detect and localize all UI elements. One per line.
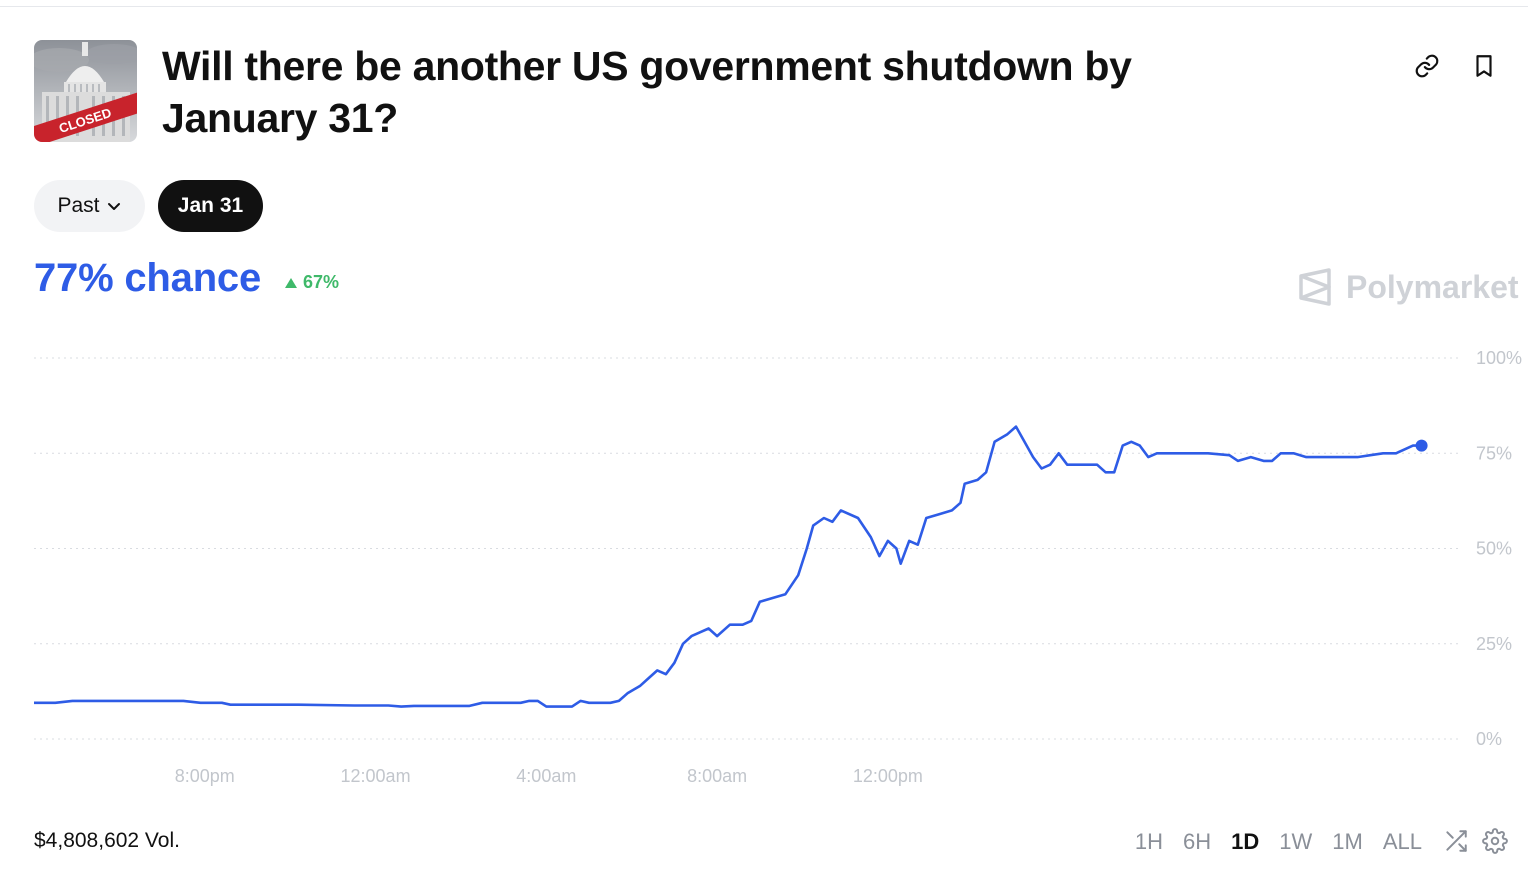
range-1d[interactable]: 1D [1231,829,1260,854]
polymarket-watermark: Polymarket [1298,268,1519,306]
past-label: Past [57,194,100,217]
brand-name: Polymarket [1346,268,1519,305]
range-all[interactable]: ALL [1382,829,1422,854]
y-tick-label: 25% [1476,634,1512,654]
y-tick-label: 100% [1476,348,1522,368]
polymarket-logo-icon [1299,268,1331,306]
gear-icon [1482,828,1508,854]
y-tick-label: 0% [1476,729,1502,749]
copy-link-button[interactable] [1409,48,1445,84]
shuffle-icon [1446,830,1467,852]
series-line [34,425,1422,708]
volume-label: $4,808,602 Vol. [34,829,180,852]
x-tick-label: 12:00am [341,766,411,786]
chevron-down-icon [107,203,120,210]
x-tick-label: 4:00am [516,766,576,786]
range-1w[interactable]: 1W [1279,829,1313,854]
triangle-up-icon [285,277,297,288]
time-range-selector: 1H 6H 1D 1W 1M ALL [1135,829,1422,855]
range-1m[interactable]: 1M [1332,829,1363,854]
range-1h[interactable]: 1H [1134,829,1164,854]
bookmark-button[interactable] [1466,48,1502,84]
change-value: 67% [303,272,340,292]
date-tab-jan-31[interactable]: Jan 31 [158,180,263,232]
settings-button[interactable] [1480,826,1510,856]
y-tick-label: 75% [1476,443,1512,463]
y-tick-label: 50% [1476,539,1512,559]
x-tick-label: 12:00pm [853,766,923,786]
price-chart: 100% 75% 50% 25% 0% 8:00pm 12:00am 4:00am 8:00a… [34,348,1522,786]
change-badge: 67% [284,272,339,293]
date-tab-label: Jan 31 [177,194,244,217]
x-tick-label: 8:00am [687,766,747,786]
bookmark-icon [1476,55,1492,77]
current-value-dot [1415,439,1428,452]
range-6h[interactable]: 6H [1183,829,1212,854]
shuffle-button[interactable] [1441,826,1471,856]
top-divider [0,6,1528,7]
market-title: Will there be another US government shut… [162,43,1132,141]
past-dropdown[interactable]: Past [34,180,145,232]
market-thumbnail: CLOSED [34,40,137,142]
link-icon [1415,54,1439,78]
chance-value: 77% chance [34,256,262,300]
x-tick-label: 8:00pm [175,766,235,786]
